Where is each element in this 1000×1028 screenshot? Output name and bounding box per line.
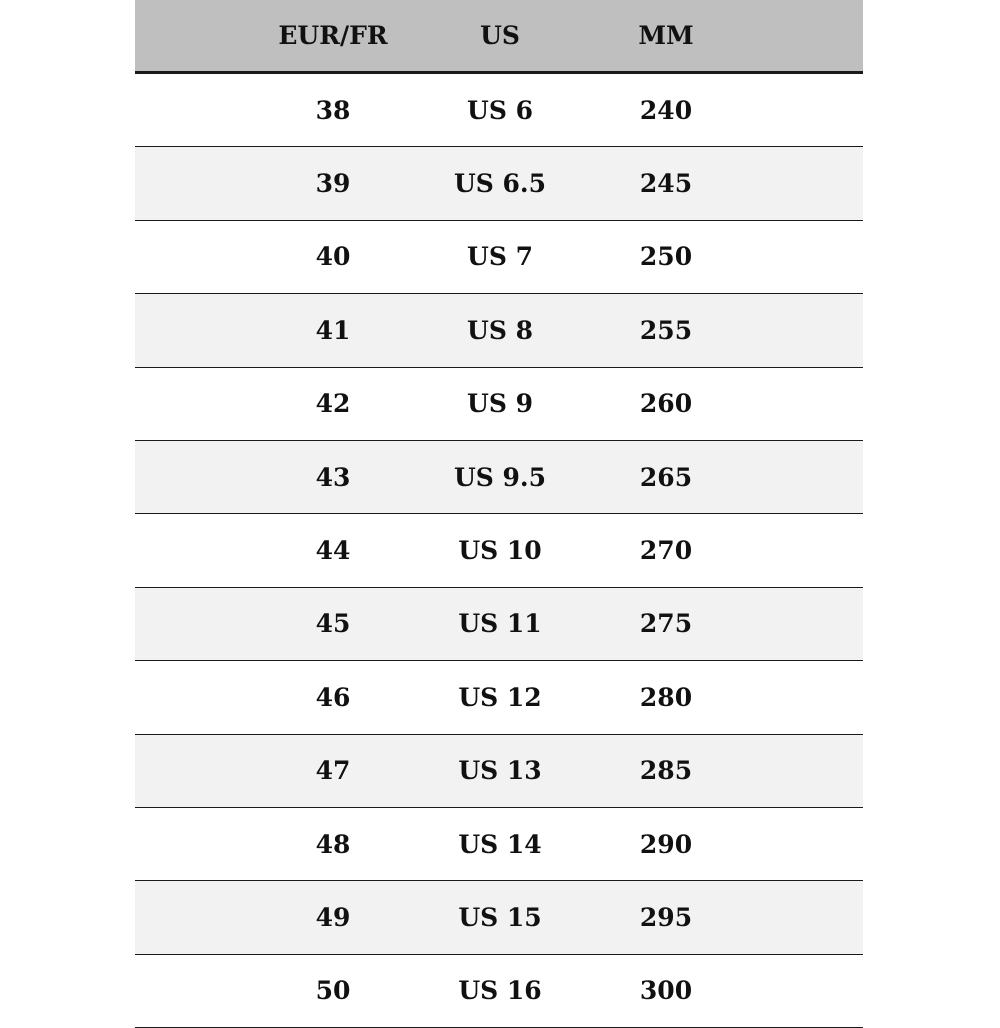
cell-mm: 245	[639, 169, 693, 199]
cell-eur-fr: 47	[315, 756, 351, 786]
table-row: 50 US 16 300	[135, 955, 863, 1028]
cell-eur-fr: 48	[315, 829, 351, 859]
cell-eur-fr: 45	[315, 609, 351, 639]
cell-eur-fr: 42	[315, 389, 351, 419]
cell-eur-fr: 39	[315, 169, 351, 199]
table-row: 44 US 10 270	[135, 514, 863, 588]
table-row: 48 US 14 290	[135, 808, 863, 882]
cell-mm: 280	[639, 682, 693, 712]
header-mm: MM	[638, 21, 694, 50]
cell-eur-fr: 46	[315, 682, 351, 712]
cell-us: US 8	[467, 315, 533, 345]
header-us: US	[480, 21, 520, 50]
table-row: 41 US 8 255	[135, 294, 863, 368]
cell-mm: 300	[639, 976, 693, 1006]
table-row: 42 US 9 260	[135, 368, 863, 441]
cell-us: US 7	[467, 242, 533, 272]
cell-us: US 15	[458, 902, 542, 932]
cell-eur-fr: 38	[315, 95, 351, 125]
cell-eur-fr: 44	[315, 536, 351, 566]
cell-us: US 12	[458, 682, 542, 712]
table-row: 40 US 7 250	[135, 221, 863, 295]
cell-mm: 260	[639, 389, 693, 419]
cell-mm: 290	[639, 829, 693, 859]
cell-mm: 240	[639, 95, 693, 125]
table-header: EUR/FR US MM	[135, 0, 863, 74]
cell-us: US 6.5	[453, 169, 547, 199]
cell-eur-fr: 49	[315, 902, 351, 932]
cell-eur-fr: 41	[315, 315, 351, 345]
table-row: 47 US 13 285	[135, 734, 863, 808]
size-chart-table: EUR/FR US MM 38 US 6 240 39 US 6.5 245 40 US 7 2…	[135, 0, 863, 1028]
cell-us: US 9	[467, 389, 533, 419]
cell-mm: 275	[639, 609, 693, 639]
table-row: 49 US 15 295	[135, 881, 863, 955]
cell-us: US 10	[458, 536, 542, 566]
header-eur-fr: EUR/FR	[278, 21, 388, 50]
table-row: 38 US 6 240	[135, 74, 863, 148]
cell-us: US 13	[458, 756, 542, 786]
cell-mm: 295	[639, 902, 693, 932]
cell-mm: 250	[639, 242, 693, 272]
cell-eur-fr: 40	[315, 242, 351, 272]
cell-us: US 11	[458, 609, 542, 639]
table-row: 43 US 9.5 265	[135, 440, 863, 515]
table-row: 39 US 6.5 245	[135, 147, 863, 221]
cell-us: US 9.5	[453, 462, 547, 492]
cell-mm: 270	[639, 536, 693, 566]
table-row: 46 US 12 280	[135, 661, 863, 735]
table-row: 45 US 11 275	[135, 587, 863, 662]
cell-us: US 14	[458, 829, 542, 859]
cell-mm: 255	[639, 315, 693, 345]
cell-eur-fr: 43	[315, 462, 351, 492]
cell-mm: 285	[639, 756, 693, 786]
table-body: 38 US 6 240 39 US 6.5 245 40 US 7 250 41 US 8 255 42…	[135, 74, 863, 1028]
cell-us: US 6	[467, 95, 533, 125]
cell-mm: 265	[639, 462, 693, 492]
